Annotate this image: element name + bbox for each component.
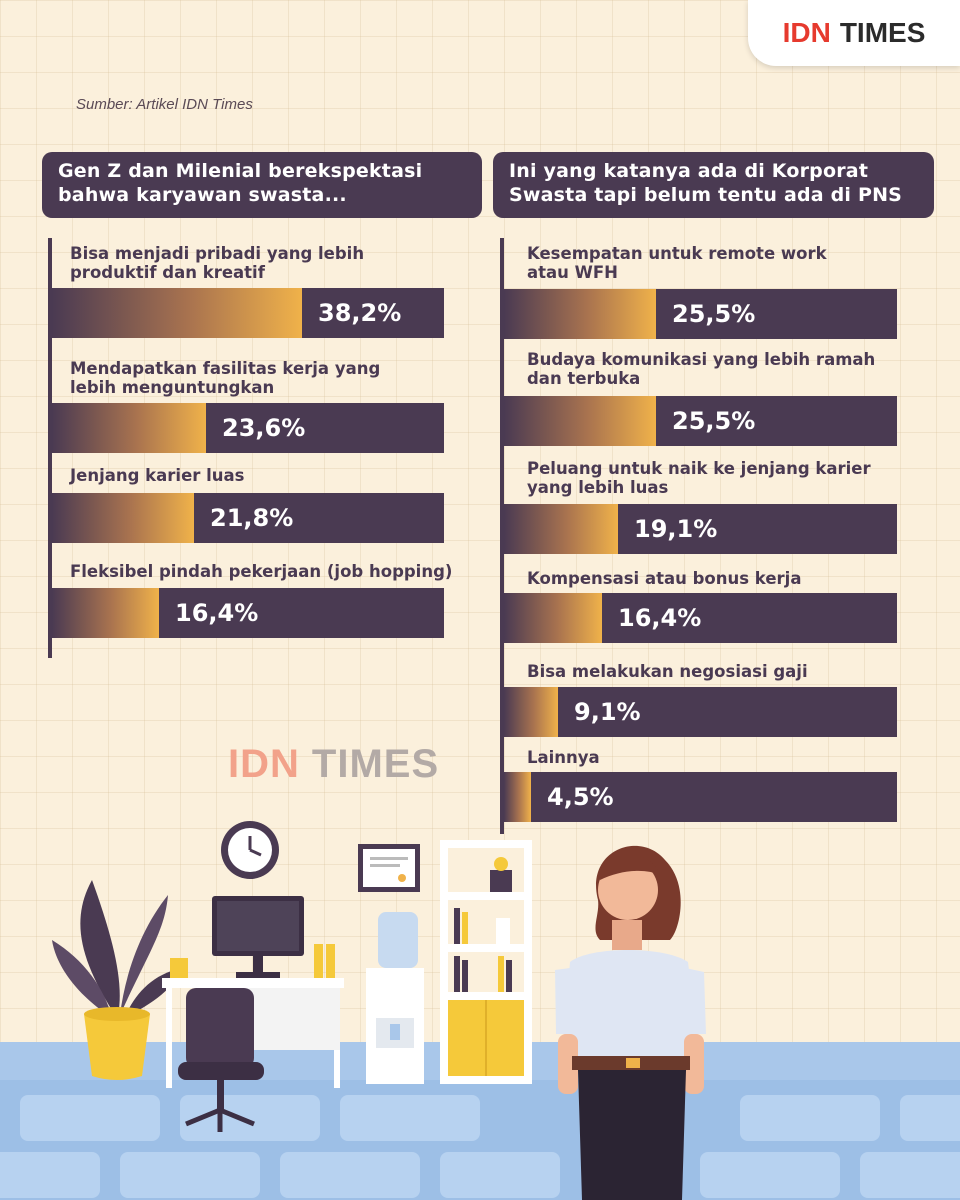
left-chart-title-line: bahwa karyawan swasta... <box>58 184 347 206</box>
watermark-idn: IDN <box>228 742 300 786</box>
right-bar-label: Kesempatan untuk remote work atau WFH <box>527 244 827 282</box>
right-bar-fill <box>504 396 656 446</box>
right-bar-label: Budaya komunikasi yang lebih ramah dan te… <box>527 350 875 388</box>
left-bar-fill <box>52 288 302 338</box>
right-bar-label-line: dan terbuka <box>527 369 641 388</box>
left-bar: 21,8% <box>52 493 444 543</box>
right-bar-label-line: Kesempatan untuk remote work <box>527 244 827 263</box>
watermark: IDN TIMES <box>228 742 439 787</box>
right-bar-label: Bisa melakukan negosiasi gaji <box>527 662 808 681</box>
right-bar-value-label: 25,5% <box>672 407 756 435</box>
left-bar: 16,4% <box>52 588 444 638</box>
right-bar-label: Peluang untuk naik ke jenjang karier yang… <box>527 459 871 497</box>
left-bar-fill <box>52 403 206 453</box>
brand-logo: IDN TIMES <box>748 0 960 66</box>
left-bar-label: Jenjang karier luas <box>70 466 245 485</box>
right-bar-value-label: 4,5% <box>547 783 614 811</box>
right-bar-fill <box>504 593 602 643</box>
right-bar-label-line: yang lebih luas <box>527 478 669 497</box>
bookshelf-icon <box>440 840 532 1084</box>
right-bar-label-line: Peluang untuk naik ke jenjang karier <box>527 459 871 478</box>
left-bar-fill <box>52 493 194 543</box>
watermark-times: TIMES <box>311 742 440 786</box>
left-bar-label-line: Bisa menjadi pribadi yang lebih <box>70 244 365 263</box>
right-bar-value-label: 9,1% <box>574 698 641 726</box>
certificate-frame-icon <box>358 844 420 892</box>
left-bar-value-label: 38,2% <box>318 299 402 327</box>
left-bar-label-line: lebih menguntungkan <box>70 378 275 397</box>
right-bar: 25,5% <box>504 289 897 339</box>
left-timeline-line <box>48 238 52 658</box>
desk-icon <box>162 896 344 1088</box>
right-bar-label-line: Kompensasi atau bonus kerja <box>527 569 802 588</box>
right-bar-label-line: Budaya komunikasi yang lebih ramah <box>527 350 876 369</box>
right-bar: 19,1% <box>504 504 897 554</box>
office-illustration <box>0 821 960 1200</box>
right-bar-value-label: 25,5% <box>672 300 756 328</box>
right-bar-label-line: Lainnya <box>527 748 600 767</box>
woman-illustration <box>555 845 706 1200</box>
potted-plant-icon <box>52 880 182 1080</box>
right-chart-title: Ini yang katanya ada di Korporat Swasta … <box>493 152 934 218</box>
left-bar-label-line: Fleksibel pindah pekerjaan (job hopping) <box>70 562 453 581</box>
left-bar-value-label: 16,4% <box>175 599 259 627</box>
left-chart-title-line: Gen Z dan Milenial berekspektasi <box>58 160 423 182</box>
right-bar-label-line: atau WFH <box>527 263 618 282</box>
right-bar-fill <box>504 687 558 737</box>
right-bar-label: Lainnya <box>527 748 600 767</box>
logo-idn-text: IDN <box>782 17 831 48</box>
left-bar: 38,2% <box>52 288 444 338</box>
left-bar-label: Bisa menjadi pribadi yang lebih produktif… <box>70 244 364 282</box>
left-bar-label: Fleksibel pindah pekerjaan (job hopping) <box>70 562 452 581</box>
logo-times-text: TIMES <box>839 17 926 48</box>
left-bar-label-line: Mendapatkan fasilitas kerja yang <box>70 359 381 378</box>
right-bar-value-label: 16,4% <box>618 604 702 632</box>
right-bar-fill <box>504 504 618 554</box>
source-note: Sumber: Artikel IDN Times <box>76 96 253 113</box>
right-chart-title-line: Ini yang katanya ada di Korporat <box>509 160 869 182</box>
left-bar-value-label: 21,8% <box>210 504 294 532</box>
right-bar: 25,5% <box>504 396 897 446</box>
right-bar-label-line: Bisa melakukan negosiasi gaji <box>527 662 808 681</box>
right-bar: 16,4% <box>504 593 897 643</box>
water-dispenser-icon <box>366 912 424 1084</box>
right-bar: 4,5% <box>504 772 897 822</box>
office-chair-icon <box>178 988 264 1132</box>
right-timeline-line <box>500 238 504 834</box>
right-bar-label: Kompensasi atau bonus kerja <box>527 569 801 588</box>
right-bar: 9,1% <box>504 687 897 737</box>
left-bar-label-line: Jenjang karier luas <box>70 466 245 485</box>
left-bar-label-line: produktif dan kreatif <box>70 263 265 282</box>
right-bar-fill <box>504 289 656 339</box>
left-chart-title: Gen Z dan Milenial berekspektasi bahwa k… <box>42 152 482 218</box>
left-bar-label: Mendapatkan fasilitas kerja yang lebih me… <box>70 359 380 397</box>
left-bar-fill <box>52 588 159 638</box>
floor-tiles <box>0 1095 960 1198</box>
left-bar: 23,6% <box>52 403 444 453</box>
right-bar-value-label: 19,1% <box>634 515 718 543</box>
wall-clock-icon <box>221 821 279 879</box>
right-bar-fill <box>504 772 531 822</box>
right-chart-title-line: Swasta tapi belum tentu ada di PNS <box>509 184 903 206</box>
left-bar-value-label: 23,6% <box>222 414 306 442</box>
